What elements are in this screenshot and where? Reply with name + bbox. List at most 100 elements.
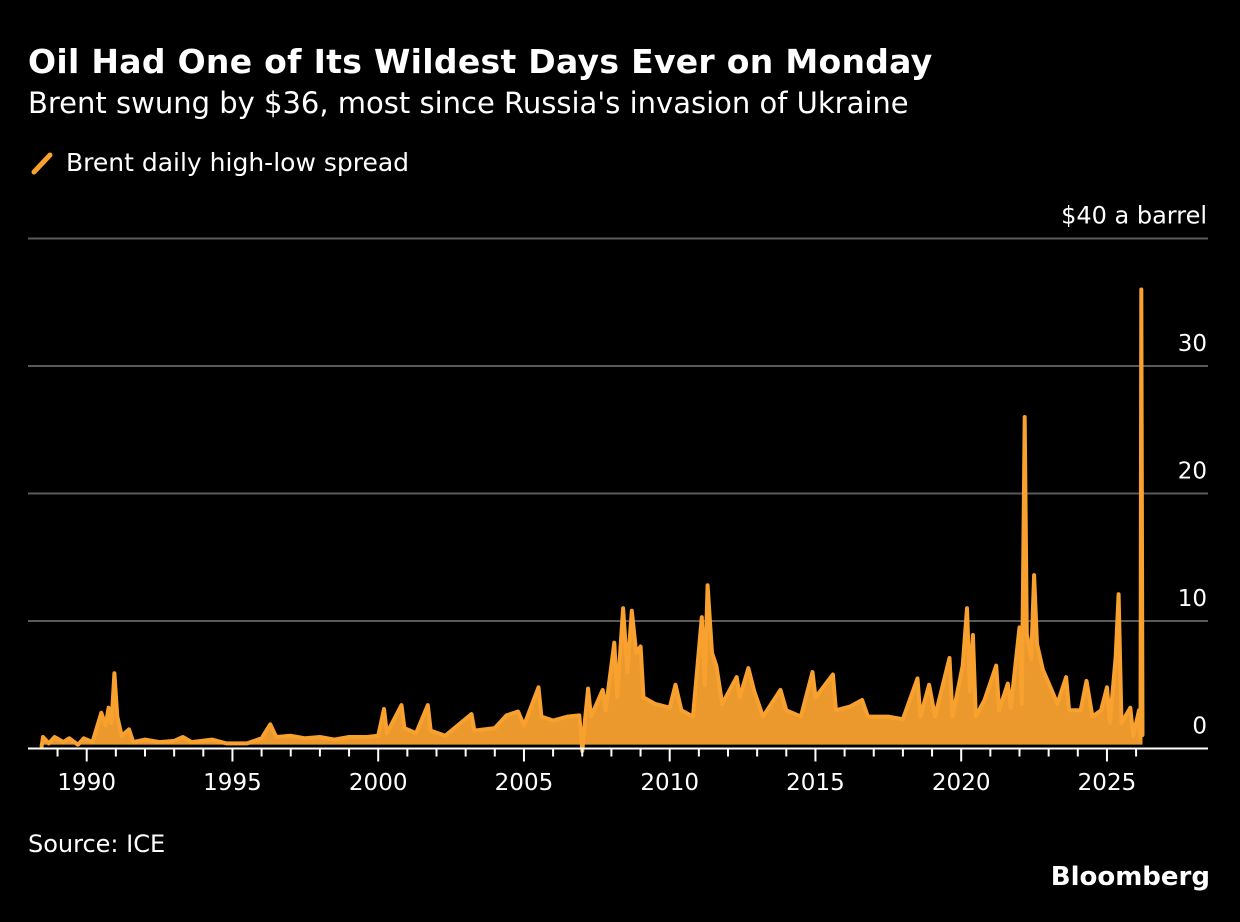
y-tick-label: 30 — [1178, 331, 1207, 357]
data-point — [1064, 675, 1068, 679]
data-point — [516, 710, 520, 714]
data-point — [260, 736, 264, 740]
data-point — [915, 676, 919, 680]
data-point — [1041, 667, 1045, 671]
data-point — [365, 735, 369, 739]
data-point — [1067, 708, 1071, 712]
data-point — [289, 734, 293, 738]
data-point — [621, 606, 625, 610]
data-point — [679, 708, 683, 712]
series-area — [41, 289, 1143, 751]
data-point — [376, 734, 380, 738]
data-point — [901, 717, 905, 721]
data-point — [382, 707, 386, 711]
x-tick-label: 1995 — [203, 770, 262, 796]
data-point — [710, 651, 714, 655]
x-tick-label: 2025 — [1078, 770, 1137, 796]
data-point — [1006, 681, 1010, 685]
data-point — [1090, 715, 1094, 719]
y-tick-label: 0 — [1192, 714, 1207, 740]
data-point — [332, 738, 336, 742]
data-point — [994, 664, 998, 668]
legend-label: Brent daily high-low spread — [66, 148, 410, 177]
data-point — [668, 706, 672, 710]
data-point — [551, 718, 555, 722]
data-point — [950, 715, 954, 719]
data-point — [918, 715, 922, 719]
data-point — [641, 696, 645, 699]
data-point — [811, 670, 815, 674]
data-point — [630, 609, 634, 613]
data-point — [109, 721, 113, 725]
data-point — [831, 673, 835, 677]
data-point — [1035, 642, 1039, 646]
data-point — [245, 741, 249, 745]
data-point — [615, 696, 619, 699]
data-point — [848, 704, 852, 708]
data-point — [303, 736, 307, 740]
data-point — [1137, 708, 1141, 712]
data-point — [866, 715, 870, 719]
data-point — [886, 715, 890, 719]
x-tick-label: 2000 — [349, 770, 408, 796]
data-point — [583, 716, 587, 720]
data-point — [143, 738, 147, 742]
data-point — [104, 724, 108, 728]
data-point — [566, 715, 570, 719]
data-point — [625, 670, 629, 674]
data-point — [738, 696, 742, 699]
data-point — [927, 683, 931, 687]
data-point — [577, 713, 581, 717]
x-tick-label: 2015 — [786, 770, 845, 796]
data-point — [746, 666, 750, 670]
data-point — [400, 703, 404, 707]
y-tick-label: 20 — [1178, 459, 1207, 485]
data-point — [612, 641, 616, 645]
data-point — [61, 740, 65, 744]
data-point — [493, 726, 497, 730]
data-point — [1009, 706, 1013, 710]
data-point — [778, 688, 782, 692]
data-point — [997, 708, 1001, 712]
data-point — [414, 731, 418, 735]
data-point — [1018, 625, 1021, 629]
data-point — [112, 671, 116, 675]
data-point — [443, 734, 447, 738]
data-point — [639, 645, 643, 648]
data-point — [127, 727, 131, 731]
data-point — [469, 712, 473, 716]
data-point — [402, 726, 406, 730]
x-tick-label: 2010 — [640, 770, 699, 796]
data-point — [948, 656, 952, 660]
data-point — [268, 722, 272, 726]
y-tick-label: $40 a barrel — [1061, 202, 1207, 230]
data-point — [1050, 688, 1054, 692]
data-point — [225, 741, 229, 745]
data-point — [752, 689, 756, 693]
data-point — [700, 615, 704, 619]
data-point — [210, 738, 214, 742]
data-point — [1023, 415, 1027, 419]
bloomberg-logo: Bloomberg — [1050, 862, 1210, 892]
data-point — [53, 735, 57, 739]
data-point — [735, 675, 739, 679]
data-point — [190, 740, 194, 744]
legend-swatch-icon — [31, 152, 53, 174]
data-point — [601, 688, 605, 692]
data-point — [120, 734, 124, 738]
data-point — [784, 708, 788, 712]
legend: Brent daily high-low spread — [30, 148, 409, 177]
data-point — [813, 696, 817, 699]
data-point — [1138, 736, 1142, 740]
data-point — [429, 729, 433, 733]
data-point — [1099, 708, 1103, 712]
source-note: Source: ICE — [28, 830, 166, 858]
data-point — [47, 741, 51, 745]
data-point — [426, 703, 430, 707]
x-tick-label: 1990 — [57, 770, 116, 796]
data-point — [1141, 734, 1145, 738]
data-point — [1020, 702, 1024, 706]
data-point — [1105, 685, 1109, 689]
data-point — [634, 651, 638, 655]
